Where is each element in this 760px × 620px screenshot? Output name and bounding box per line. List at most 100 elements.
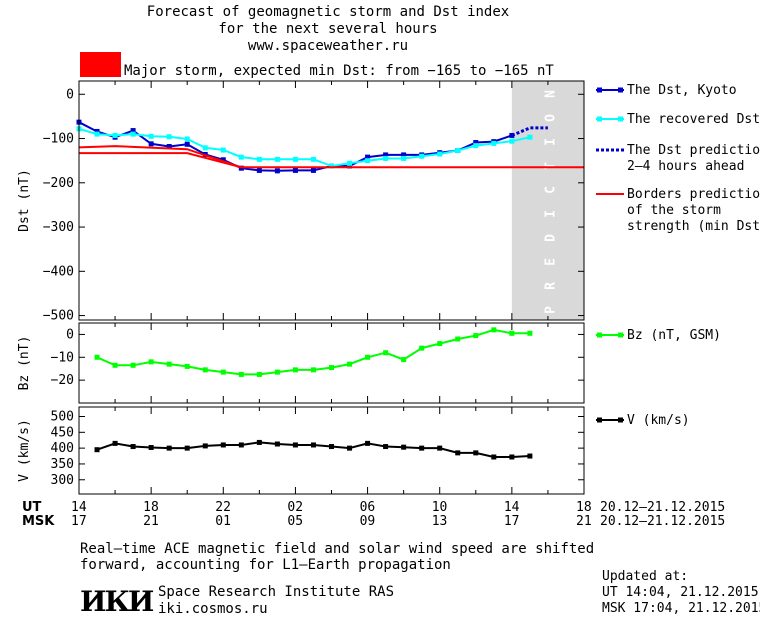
msk-tick-label: 01 — [215, 514, 231, 529]
data-point — [509, 132, 515, 138]
data-point — [437, 445, 443, 451]
y-tick-label: −100 — [43, 132, 74, 147]
data-point — [130, 128, 136, 134]
data-point — [148, 141, 154, 147]
data-point — [220, 147, 226, 153]
chart-title-url[interactable]: www.spaceweather.ru — [247, 38, 409, 54]
legend-marker — [597, 332, 602, 338]
iki-logo: ИКИ — [80, 585, 154, 618]
data-point — [527, 134, 533, 140]
data-point — [509, 454, 515, 460]
data-point — [365, 440, 371, 446]
y-tick-label: −20 — [51, 373, 74, 388]
plot-frame — [78, 322, 585, 404]
data-point — [130, 131, 136, 137]
data-point — [94, 128, 100, 134]
msk-tick-label: 17 — [503, 514, 520, 529]
plot-frame — [78, 80, 585, 321]
data-point — [94, 354, 100, 360]
data-point — [347, 361, 353, 367]
data-point — [329, 365, 334, 371]
y-tick-label: −10 — [51, 350, 74, 365]
prediction-letter: N — [543, 90, 558, 98]
legend-label: The Dst prediction — [627, 143, 760, 158]
data-point — [112, 440, 118, 446]
y-tick-label: 400 — [51, 441, 74, 456]
data-point — [292, 167, 298, 173]
data-point — [527, 453, 533, 459]
data-point — [310, 367, 316, 373]
y-axis-label: Bz (nT) — [17, 336, 32, 391]
data-point — [509, 138, 515, 144]
data-point — [347, 445, 353, 451]
data-point — [184, 141, 190, 147]
series-line — [78, 145, 242, 169]
legend-label: of the storm — [627, 203, 721, 218]
ut-tick-label: 14 — [71, 500, 87, 515]
note-line-1: Real–time ACE magnetic field and solar w… — [80, 541, 595, 557]
prediction-letter: I — [543, 210, 558, 218]
plot-frame — [78, 406, 585, 495]
institute-url[interactable]: iki.cosmos.ru — [158, 601, 268, 617]
ut-tick-label: 06 — [359, 500, 376, 515]
prediction-letter: O — [543, 114, 558, 122]
data-point — [256, 439, 262, 445]
data-point — [455, 450, 461, 456]
y-axis-label: V (km/s) — [17, 419, 32, 482]
data-point — [112, 362, 118, 368]
institute-name: Space Research Institute RAS — [158, 584, 395, 600]
data-point — [220, 369, 226, 375]
data-point — [455, 147, 461, 153]
data-point — [527, 330, 533, 336]
data-point — [166, 361, 172, 367]
data-point — [437, 151, 443, 157]
prediction-letter: E — [543, 258, 558, 266]
data-point — [238, 154, 244, 160]
y-tick-label: −400 — [43, 264, 74, 279]
msk-tick-label: 17 — [71, 514, 87, 529]
data-point — [491, 140, 497, 146]
data-point — [238, 371, 244, 377]
msk-tick-label: 13 — [431, 514, 448, 529]
note-line-2: forward, accounting for L1–Earth propaga… — [80, 557, 451, 573]
data-point — [130, 444, 136, 450]
data-point — [274, 168, 280, 174]
data-point — [347, 163, 353, 169]
ut-tick-label: 14 — [503, 500, 520, 515]
data-point — [130, 362, 136, 368]
data-point — [274, 156, 280, 162]
updated-ut: UT 14:04, 21.12.2015 — [602, 585, 759, 600]
y-tick-label: 500 — [51, 409, 74, 424]
data-point — [238, 442, 244, 448]
legend-marker — [597, 417, 602, 423]
data-point — [274, 369, 280, 375]
msk-tick-label: 21 — [143, 514, 159, 529]
legend-marker — [618, 87, 623, 93]
prediction-letter: D — [543, 234, 558, 242]
y-tick-label: 300 — [51, 473, 74, 488]
data-point — [383, 444, 389, 450]
storm-color-box — [80, 52, 121, 77]
data-point — [437, 341, 443, 347]
data-point — [419, 153, 425, 159]
y-tick-label: −500 — [43, 309, 74, 324]
ut-axis-label: UT — [22, 500, 42, 515]
data-point — [256, 371, 262, 377]
data-point — [274, 441, 280, 447]
legend-label: V (km/s) — [627, 413, 690, 428]
data-point — [94, 447, 100, 453]
prediction-band — [511, 81, 584, 320]
data-point — [491, 327, 497, 333]
data-point — [202, 145, 208, 151]
data-point — [112, 132, 118, 138]
y-tick-label: 350 — [51, 457, 74, 472]
msk-tick-label: 05 — [287, 514, 304, 529]
data-point — [401, 155, 407, 161]
data-point — [473, 333, 479, 339]
data-point — [202, 367, 208, 373]
msk-tick-label: 09 — [359, 514, 376, 529]
data-point — [292, 442, 298, 448]
updated-label: Updated at: — [602, 569, 689, 584]
data-point — [365, 154, 371, 160]
